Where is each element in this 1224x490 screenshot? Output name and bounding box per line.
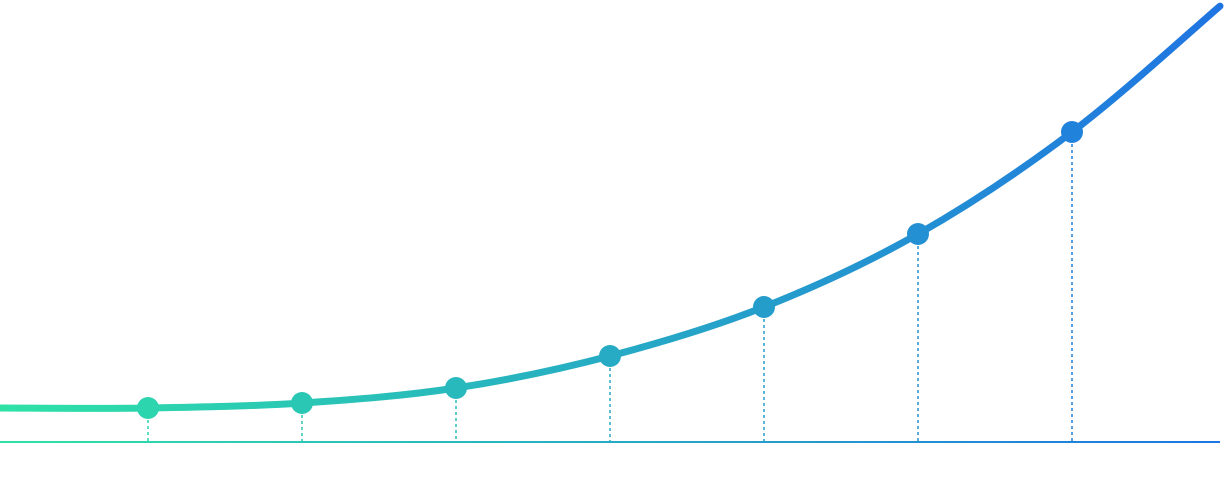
point [291,392,313,414]
point [137,397,159,419]
point [753,296,775,318]
point [599,345,621,367]
point [445,377,467,399]
point [907,223,929,245]
point [1061,121,1083,143]
